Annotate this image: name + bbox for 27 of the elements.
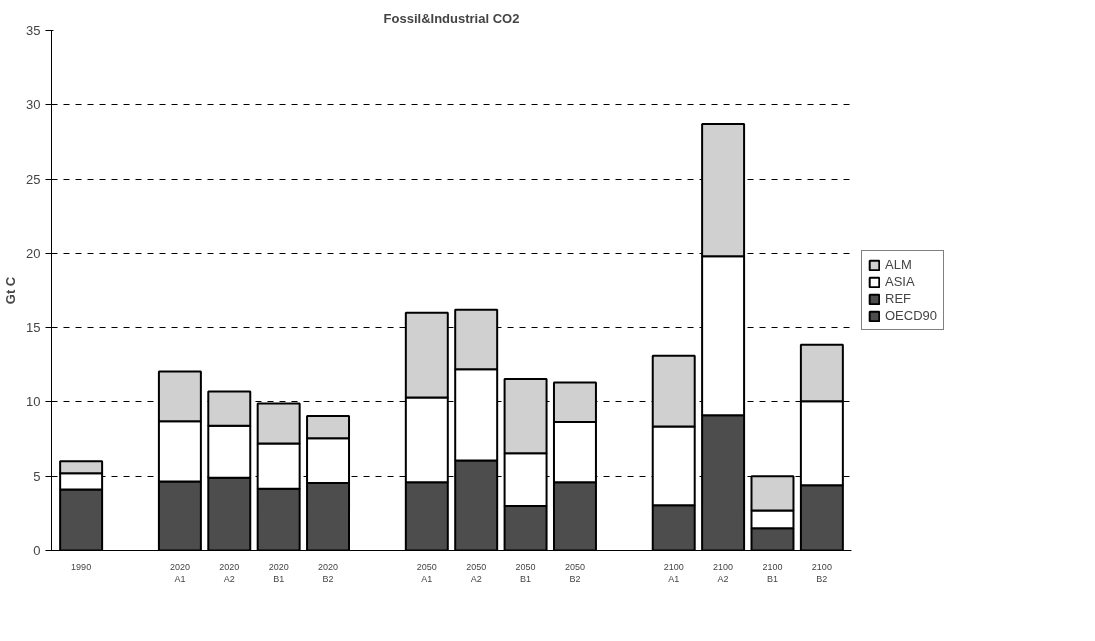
x-tick-label: 2020 A2 bbox=[219, 561, 240, 584]
x-tick-label: 2100 A2 bbox=[713, 561, 734, 584]
y-axis-title: Gt C bbox=[3, 276, 19, 305]
y-tick-label: 15 bbox=[26, 320, 41, 336]
legend-label: REF bbox=[885, 291, 911, 306]
x-tick-label: 2020 B1 bbox=[268, 561, 289, 584]
x-tick-label: 2020 A1 bbox=[169, 561, 190, 584]
chart-title: Fossil&Industrial CO2 bbox=[383, 10, 520, 26]
y-tick-label: 5 bbox=[33, 468, 41, 484]
y-tick-label: 30 bbox=[26, 97, 41, 113]
y-tick-label: 35 bbox=[26, 23, 41, 38]
x-tick-label: 1990 bbox=[71, 561, 92, 572]
legend-label: ASIA bbox=[885, 274, 915, 289]
x-tick-label: 2050 A2 bbox=[466, 561, 487, 584]
y-tick-label: 20 bbox=[26, 245, 41, 261]
x-tick-label: 2100 B1 bbox=[762, 561, 783, 584]
x-tick-label: 2100 A1 bbox=[663, 561, 684, 584]
x-tick-label: 2050 A1 bbox=[416, 561, 437, 584]
y-tick-label: 25 bbox=[26, 171, 41, 187]
legend-label: ALM bbox=[885, 257, 912, 272]
x-tick-label: 2020 B2 bbox=[318, 561, 339, 584]
x-tick-label: 2050 B1 bbox=[515, 561, 536, 584]
x-tick-label: 2100 B2 bbox=[811, 561, 832, 584]
x-tick-label: 2050 B2 bbox=[564, 561, 585, 584]
legend-label: OECD90 bbox=[885, 308, 938, 323]
y-tick-label: 10 bbox=[26, 394, 41, 410]
y-tick-label: 0 bbox=[33, 543, 41, 558]
